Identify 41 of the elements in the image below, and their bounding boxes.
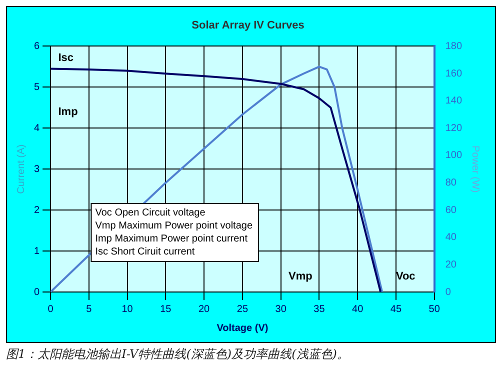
y2-tick-label: 140 [445, 96, 462, 107]
annotation: Isc Short Ciruit current [95, 246, 195, 258]
caption: 图1：太阳能电池输出I-V特性曲线(深蓝色)及功率曲线(浅蓝色)。 [6, 346, 350, 363]
x-tick-label: 5 [86, 304, 92, 315]
annotation: Vmp Maximum Power point voltage [95, 220, 253, 232]
y2-tick-label: 100 [445, 150, 462, 162]
x-tick-label: 45 [390, 304, 402, 315]
annotation: Vmp [288, 270, 313, 283]
y2-tick-label: 20 [445, 259, 457, 270]
y2-tick-label: 80 [445, 178, 457, 189]
x-axis-title: Voltage (V) [216, 322, 268, 334]
x-tick-label: 35 [314, 304, 326, 315]
y-tick-label: 5 [34, 82, 40, 93]
x-tick-label: 15 [160, 304, 172, 315]
y2-tick-label: 120 [445, 122, 462, 134]
x-tick-label: 20 [198, 304, 210, 315]
y2-tick-label: 180 [445, 40, 462, 52]
y-axis-title: Current (A) [16, 144, 27, 194]
y2-tick-label: 0 [445, 286, 452, 298]
annotation: Imp [58, 106, 78, 118]
annotation: Isc [58, 52, 74, 64]
x-tick-label: 40 [352, 304, 364, 315]
y2-axis-title: Power (W) [469, 145, 480, 193]
x-tick-label: 10 [122, 304, 134, 315]
y-tick-label: 0 [34, 286, 40, 298]
y-tick-label: 1 [34, 246, 40, 257]
y-tick-label: 3 [34, 164, 40, 175]
annotation: Imp Maximum Power point current [95, 233, 248, 244]
y-tick-label: 2 [34, 204, 40, 216]
y-tick-label: 4 [34, 122, 40, 134]
chart-title: Solar Array IV Curves [192, 20, 304, 32]
x-tick-label: 25 [236, 304, 248, 315]
x-tick-label: 50 [428, 304, 440, 315]
y2-tick-label: 40 [445, 232, 457, 244]
y2-tick-label: 60 [445, 204, 457, 216]
x-tick-label: 30 [275, 304, 287, 315]
annotation: Voc Open Circuit voltage [95, 207, 206, 218]
annotation: Voc [396, 270, 416, 283]
y2-tick-label: 160 [445, 68, 462, 80]
y-tick-label: 6 [34, 40, 40, 52]
x-tick-label: 0 [48, 304, 54, 315]
